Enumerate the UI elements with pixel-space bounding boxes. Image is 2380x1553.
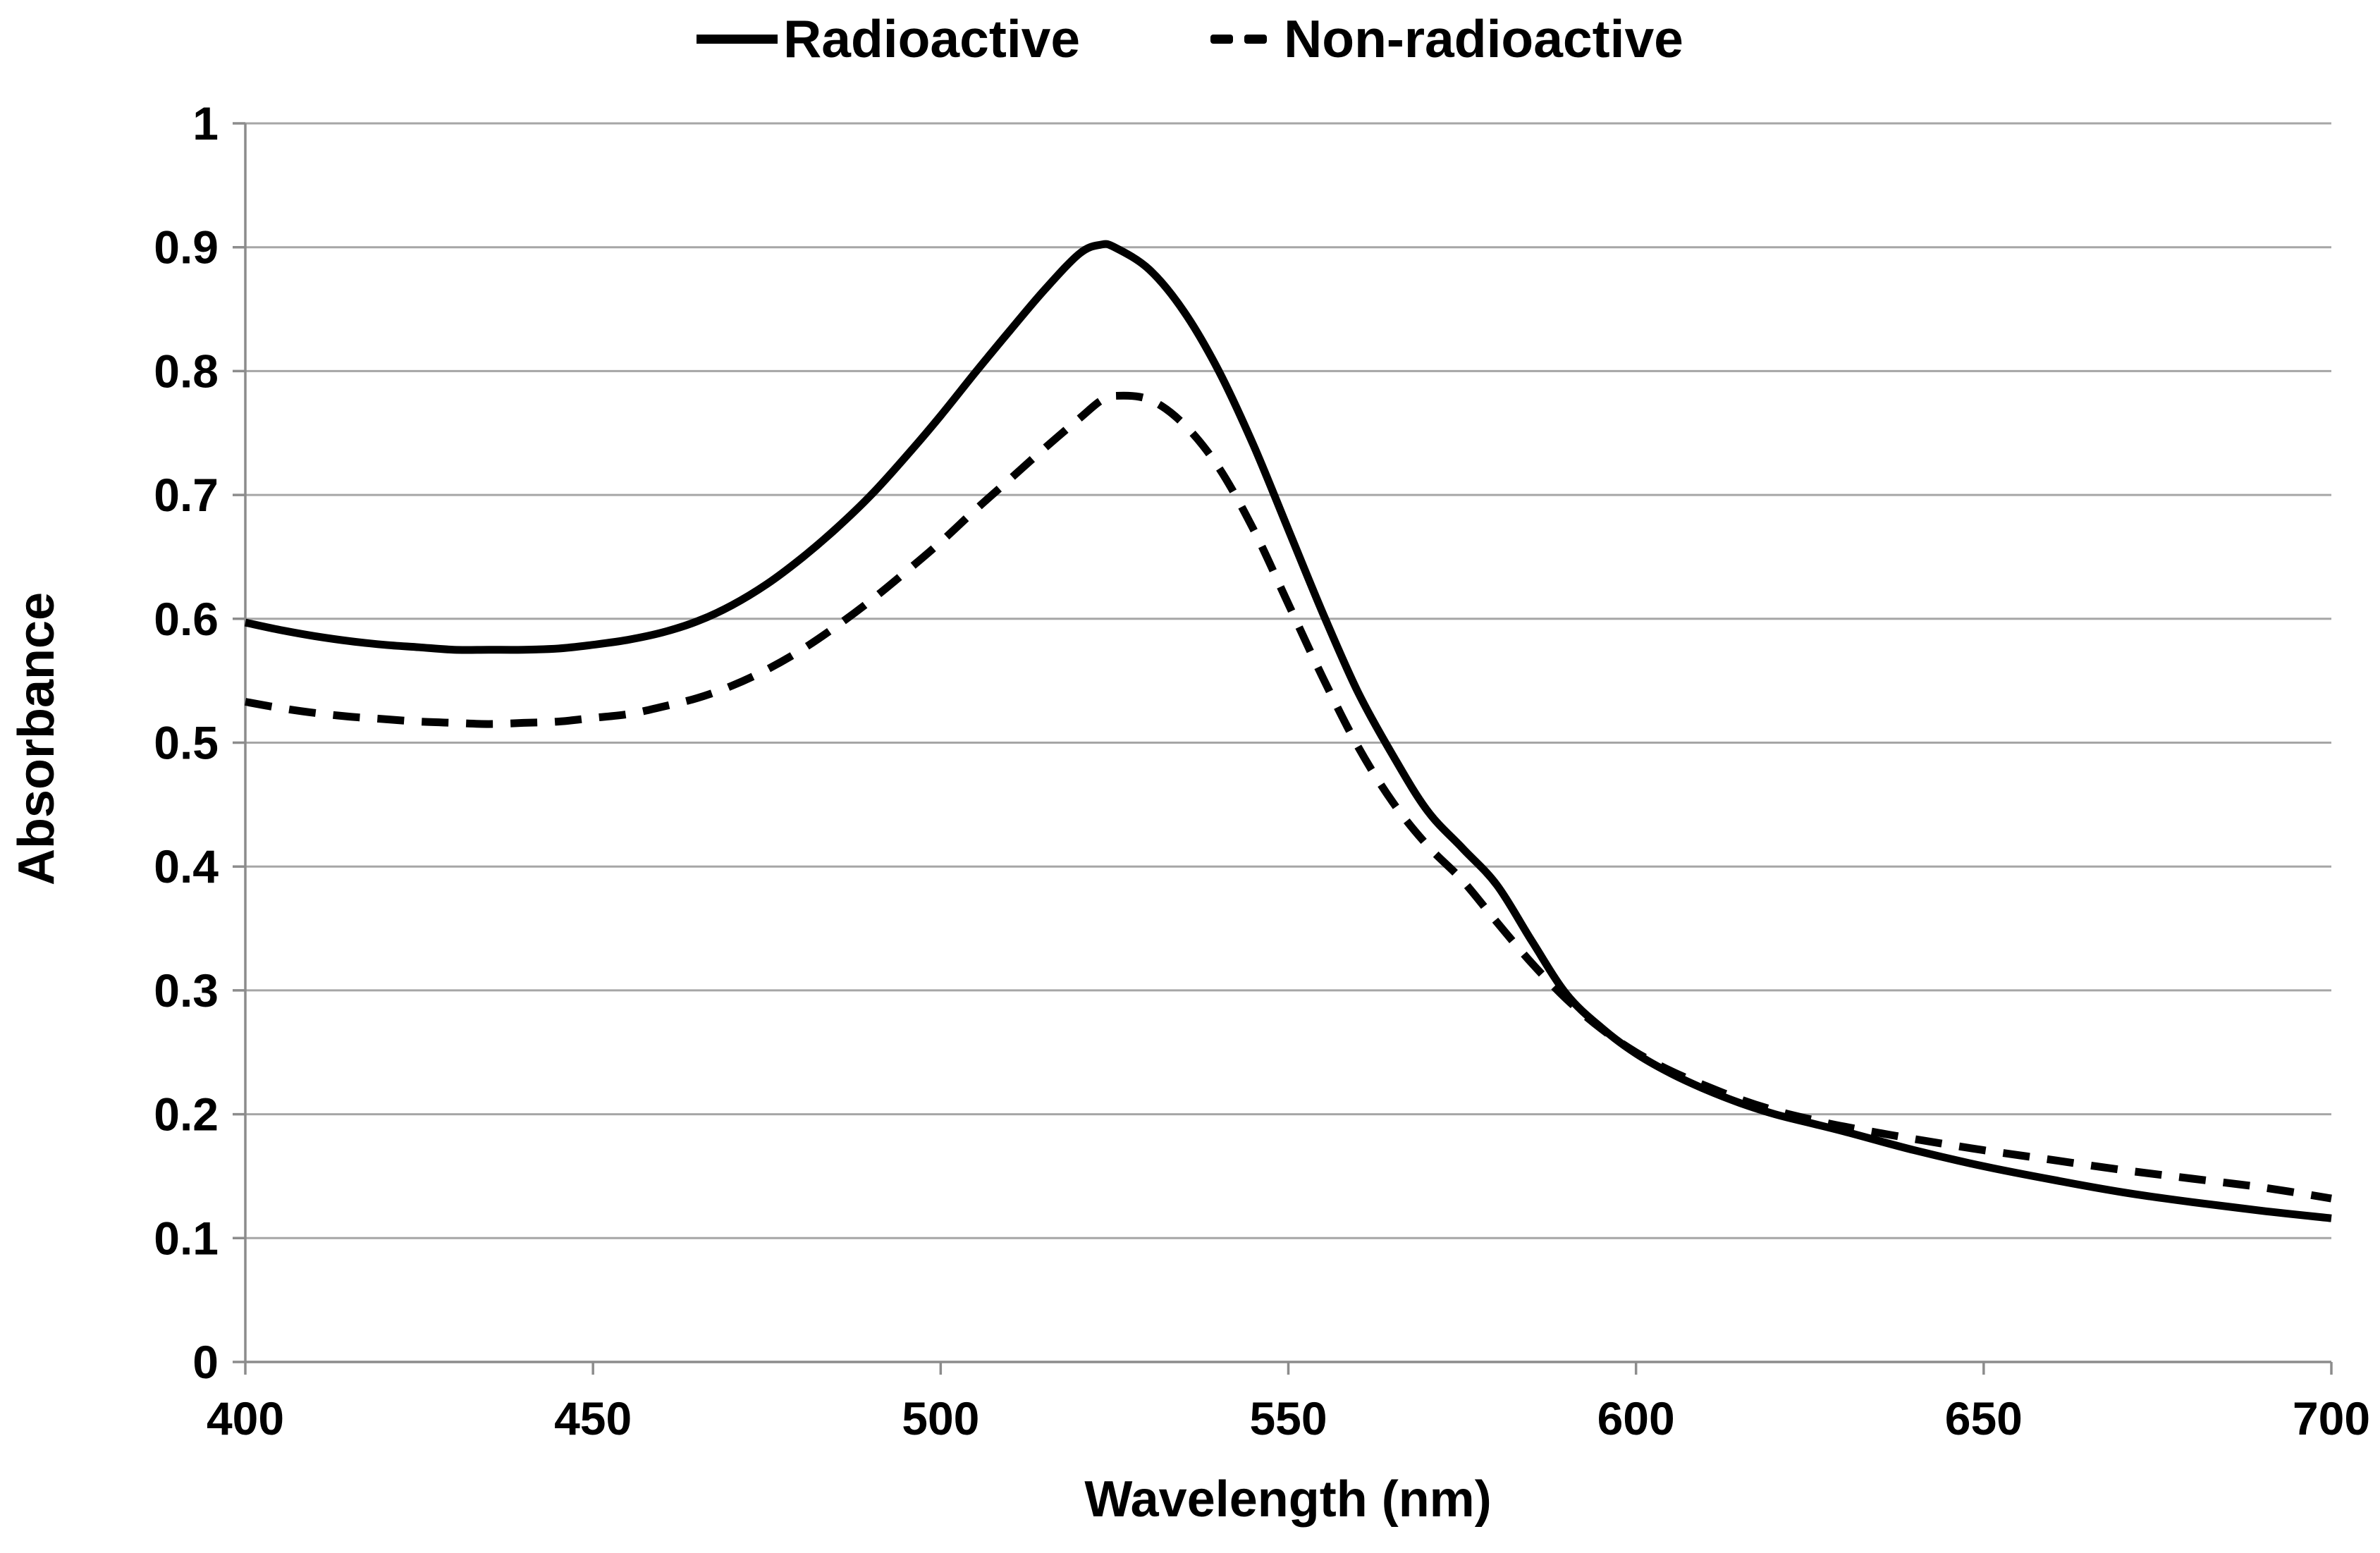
y-tick-label: 0.1: [154, 1212, 219, 1264]
legend: Radioactive Non-radioactive: [0, 8, 2380, 69]
legend-item-non-radioactive: Non-radioactive: [1210, 8, 1683, 69]
y-tick-label: 1: [192, 97, 219, 149]
x-tick-label: 450: [554, 1392, 632, 1444]
x-axis-title: Wavelength (nm): [1084, 1471, 1492, 1528]
x-tick-label: 650: [1945, 1392, 2023, 1444]
y-tick-label: 0.2: [154, 1088, 219, 1141]
y-tick-label: 0.8: [154, 345, 219, 397]
legend-label-radioactive: Radioactive: [783, 9, 1081, 68]
y-tick-label: 0.9: [154, 221, 219, 274]
x-tick-label: 600: [1597, 1392, 1675, 1444]
y-tick-label: 0.6: [154, 593, 219, 645]
x-tick-label: 550: [1249, 1392, 1327, 1444]
solid-line-sample-icon: [697, 34, 778, 44]
y-tick-label: 0.3: [154, 964, 219, 1017]
x-tick-label: 400: [207, 1392, 284, 1444]
x-tick-label: 700: [2293, 1392, 2370, 1444]
y-tick-label: 0.4: [154, 840, 219, 892]
dashed-line-sample-icon: [1210, 34, 1268, 44]
y-tick-label: 0.5: [154, 717, 219, 769]
radioactive-curve: [244, 240, 2332, 1222]
legend-label-non-radioactive: Non-radioactive: [1284, 9, 1683, 68]
non-radioactive-curve: [245, 391, 2332, 1203]
y-tick-label: 0: [192, 1336, 219, 1388]
legend-item-radioactive: Radioactive: [697, 8, 1080, 69]
x-tick-label: 500: [902, 1392, 979, 1444]
y-tick-label: 0.7: [154, 469, 219, 521]
